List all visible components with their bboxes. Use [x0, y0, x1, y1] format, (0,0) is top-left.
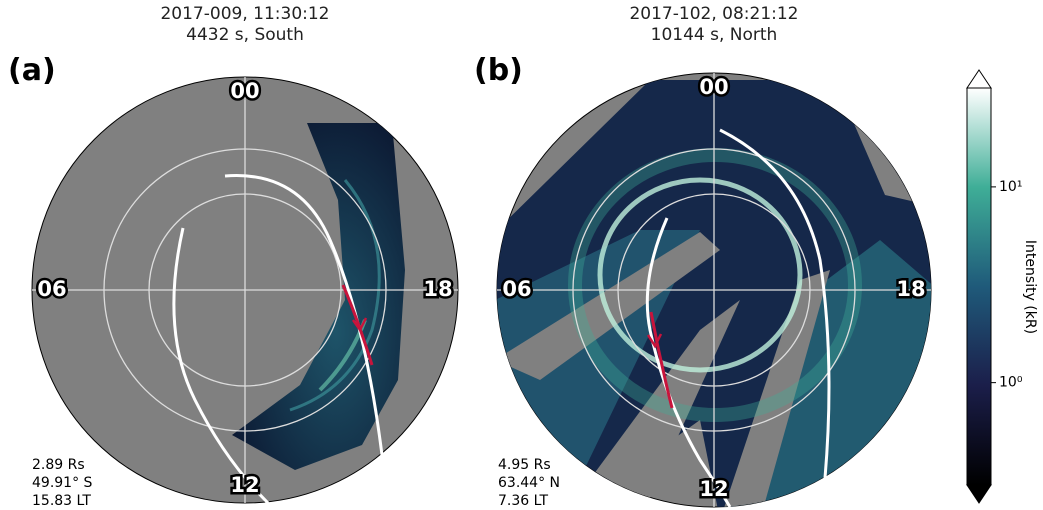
hour-label: 18: [423, 277, 452, 301]
info-text: 49.91° S: [32, 475, 93, 491]
hour-label: 06: [502, 277, 531, 301]
colorbar-tick-label: 10¹: [999, 179, 1022, 195]
info-text: 4.95 Rs: [498, 457, 551, 473]
panel-title: 2017-102, 08:21:12: [629, 4, 798, 24]
panel-title: 4432 s, South: [186, 25, 304, 45]
hour-label: 06: [37, 277, 66, 301]
hour-label: 00: [230, 79, 259, 103]
info-text: 2.89 Rs: [32, 457, 85, 473]
colorbar-extend: [967, 485, 991, 503]
panel-label: (b): [474, 53, 523, 88]
colorbar-label: Intensity (kR): [1022, 240, 1038, 334]
panel-title: 2017-009, 11:30:12: [160, 4, 329, 24]
hour-label: 12: [699, 477, 728, 501]
figure: Intensity (kR) (a) 2017-009, 11:30:124432…: [0, 0, 1043, 510]
info-text: 7.36 LT: [498, 493, 548, 509]
colorbar: [967, 88, 991, 485]
panel-title: 10144 s, North: [651, 25, 778, 45]
info-text: 63.44° N: [498, 475, 560, 491]
panel-b: [495, 73, 950, 510]
hour-label: 12: [230, 473, 259, 497]
panel-a: [32, 77, 458, 503]
hour-label: 18: [896, 277, 925, 301]
panel-label: (a): [8, 53, 56, 88]
colorbar-extend: [967, 70, 991, 88]
info-text: 15.83 LT: [32, 493, 91, 509]
hour-label: 00: [699, 75, 728, 99]
colorbar-tick-label: 10⁰: [999, 375, 1023, 391]
